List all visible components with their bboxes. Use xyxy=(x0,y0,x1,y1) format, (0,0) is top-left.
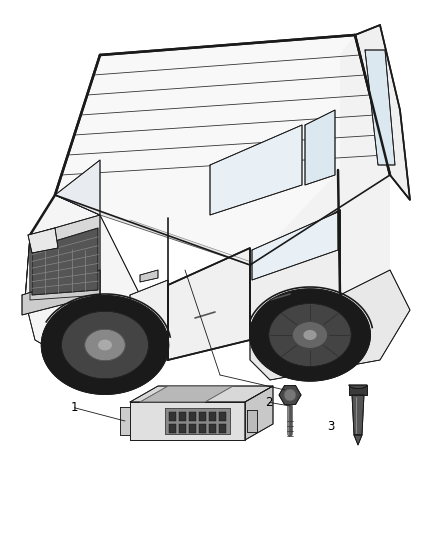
Polygon shape xyxy=(120,407,130,435)
Bar xyxy=(179,412,186,421)
Polygon shape xyxy=(247,410,257,432)
Polygon shape xyxy=(22,270,100,315)
Polygon shape xyxy=(349,385,367,389)
Polygon shape xyxy=(140,270,158,282)
Polygon shape xyxy=(284,389,296,401)
Polygon shape xyxy=(55,160,100,215)
Polygon shape xyxy=(55,35,390,265)
Polygon shape xyxy=(25,195,100,300)
Polygon shape xyxy=(365,50,395,165)
Polygon shape xyxy=(354,435,362,445)
Bar xyxy=(169,424,176,433)
Text: 3: 3 xyxy=(327,420,334,433)
Polygon shape xyxy=(32,228,98,295)
Polygon shape xyxy=(168,248,250,360)
Polygon shape xyxy=(130,402,245,440)
Polygon shape xyxy=(41,295,169,394)
Bar xyxy=(219,424,226,433)
Polygon shape xyxy=(355,25,410,200)
Bar xyxy=(189,424,196,433)
Bar xyxy=(219,412,226,421)
Polygon shape xyxy=(252,212,338,280)
Polygon shape xyxy=(304,330,317,340)
Polygon shape xyxy=(28,228,58,253)
Polygon shape xyxy=(245,386,273,440)
Text: 1: 1 xyxy=(71,401,78,414)
Polygon shape xyxy=(98,340,112,350)
Polygon shape xyxy=(250,35,390,340)
Bar xyxy=(209,412,216,421)
Bar xyxy=(199,412,206,421)
Polygon shape xyxy=(279,385,301,405)
Polygon shape xyxy=(130,280,168,360)
Polygon shape xyxy=(30,215,100,300)
Polygon shape xyxy=(269,303,351,367)
Bar xyxy=(179,424,186,433)
Polygon shape xyxy=(293,321,328,349)
Bar xyxy=(169,412,176,421)
Bar xyxy=(199,424,206,433)
Polygon shape xyxy=(305,110,335,185)
Polygon shape xyxy=(85,329,125,361)
Polygon shape xyxy=(55,195,250,265)
Polygon shape xyxy=(352,395,364,435)
Polygon shape xyxy=(210,125,302,215)
Polygon shape xyxy=(250,289,371,381)
Polygon shape xyxy=(140,386,233,402)
Polygon shape xyxy=(25,195,140,380)
Bar xyxy=(209,424,216,433)
Polygon shape xyxy=(130,386,273,402)
Polygon shape xyxy=(165,408,230,434)
Text: 2: 2 xyxy=(265,396,273,409)
Polygon shape xyxy=(250,270,410,380)
Polygon shape xyxy=(61,311,148,379)
Polygon shape xyxy=(349,385,367,395)
Polygon shape xyxy=(250,210,340,340)
Bar xyxy=(189,412,196,421)
